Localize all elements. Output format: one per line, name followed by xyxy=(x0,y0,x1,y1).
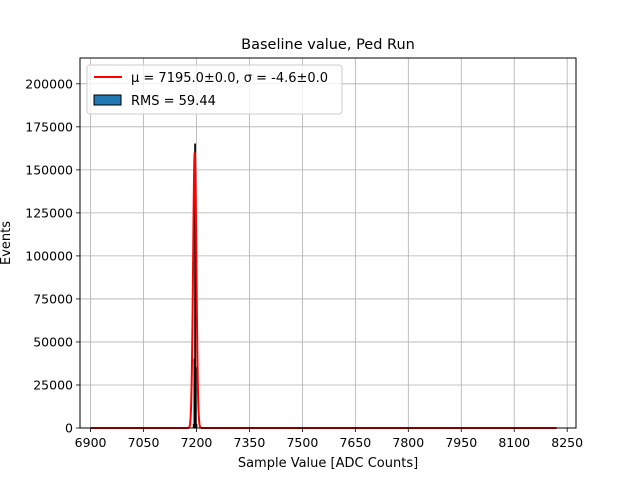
x-tick-label: 6900 xyxy=(75,435,107,450)
y-tick-label: 100000 xyxy=(25,248,73,263)
y-tick-label: 50000 xyxy=(33,334,73,349)
y-tick-label: 125000 xyxy=(25,205,73,220)
chart-title: Baseline value, Ped Run xyxy=(241,37,415,53)
y-tick-label: 175000 xyxy=(25,119,73,134)
x-tick-label: 7500 xyxy=(286,435,318,450)
x-tick-label: 7650 xyxy=(339,435,371,450)
x-tick-label: 7950 xyxy=(445,435,477,450)
legend-rms-label: RMS = 59.44 xyxy=(131,94,216,109)
plot-frame xyxy=(79,57,577,429)
x-tick-label: 7200 xyxy=(181,435,213,450)
x-tick-label: 8250 xyxy=(551,435,583,450)
histogram-bar xyxy=(195,424,198,429)
y-tick-label: 200000 xyxy=(25,76,73,91)
legend-fit-label: μ = 7195.0±0.0, σ = -4.6±0.0 xyxy=(131,71,328,86)
y-tick-label: 75000 xyxy=(33,291,73,306)
y-tick-label: 25000 xyxy=(33,377,73,392)
x-tick-label: 7050 xyxy=(128,435,160,450)
x-axis-label: Sample Value [ADC Counts] xyxy=(238,456,418,471)
x-tick-label: 8100 xyxy=(498,435,530,450)
legend: μ = 7195.0±0.0, σ = -4.6±0.0 RMS = 59.44 xyxy=(86,64,343,115)
histogram-bar xyxy=(194,367,197,429)
gaussian-fit-curve xyxy=(90,152,557,429)
y-axis-ticks: 0 25000 50000 75000 100000 125000 150000 175000… xyxy=(25,76,80,436)
x-tick-label: 7800 xyxy=(392,435,424,450)
y-tick-label: 0 xyxy=(65,421,73,436)
y-tick-label: 150000 xyxy=(25,162,73,177)
x-tick-label: 7350 xyxy=(234,435,266,450)
legend-rms-swatch xyxy=(93,94,122,106)
legend-box xyxy=(86,64,343,115)
x-axis-ticks: 6900 7050 7200 7350 7500 7650 7800 7950 8100 8250 xyxy=(75,428,583,450)
y-axis-label: Events xyxy=(0,221,14,265)
